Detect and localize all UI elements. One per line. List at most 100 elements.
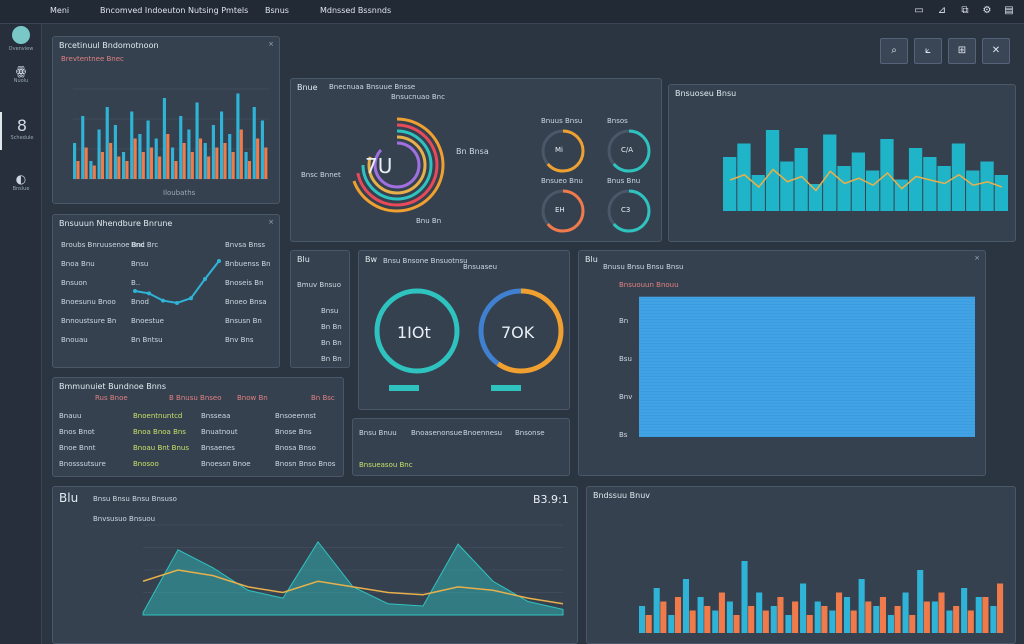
clipboard-icon[interactable]: ▤ [1004, 5, 1014, 16]
search-button[interactable]: ⌕ [880, 38, 908, 64]
gauge-value: Mi [555, 146, 563, 154]
bar [146, 120, 150, 179]
panel-gauges-4: Bnue Bnecnuaa Bnsuue Bnsse Bnsucnuao Bnc… [290, 78, 662, 242]
menu-tools[interactable]: Mdnssed Bssnnds [320, 6, 392, 15]
cell: Bnsoeennst [275, 412, 317, 420]
bar [203, 143, 207, 179]
total-value: B3.9:1 [533, 493, 569, 506]
cell: Bnosssutsure [59, 460, 106, 468]
bar [645, 615, 652, 633]
bar [902, 592, 909, 633]
bar [835, 592, 843, 633]
gauge-arc [607, 129, 651, 173]
bar [887, 615, 894, 633]
menu-main[interactable]: Bncomved Indoeuton Nutsing Pmtels [100, 6, 249, 15]
row-mid: Bnsu [131, 260, 149, 268]
panel-small-5: Blu Bmuv Bnsuo Bnsu Bn Bn Bn Bn Bn Bn [290, 250, 350, 368]
sidebar-item-tools[interactable]: ꙮ Nuolu [0, 60, 42, 98]
bar [84, 147, 88, 179]
menu-file[interactable]: Meni [50, 6, 70, 15]
donut-charts [374, 288, 564, 391]
bar [154, 138, 158, 179]
bar [751, 175, 765, 211]
bar [190, 152, 194, 179]
bar [122, 152, 126, 179]
bar [726, 601, 733, 633]
bar [639, 297, 975, 437]
bar [174, 161, 178, 179]
bar [894, 606, 901, 633]
bar [997, 583, 1004, 633]
panel-title: Bnsuuun Nhendbure Bnrune [59, 219, 173, 228]
bar [689, 610, 696, 633]
point [175, 301, 179, 305]
row-value: Bn Bn [321, 355, 342, 363]
avatar-icon [12, 26, 30, 44]
bar [223, 143, 227, 179]
bar [179, 116, 183, 179]
close-icon[interactable]: × [974, 254, 980, 262]
settings-icon[interactable]: ⚙ [982, 5, 992, 16]
sidebar-item-balance[interactable]: ◐ Bnslue [0, 168, 42, 206]
gauge-ring [361, 129, 433, 201]
cell: Bnosn Bnso Bnos [275, 460, 336, 468]
bar [162, 98, 166, 179]
area-chart-8 [142, 524, 564, 616]
row-value: Bnoeo Bnsa [225, 298, 267, 306]
bar [937, 166, 951, 211]
x-axis-label: Iloubaths [163, 189, 196, 197]
window-icon[interactable]: ⧉ [961, 5, 969, 16]
series-line [142, 569, 564, 605]
row-label: Bnouau [61, 336, 88, 344]
close-icon[interactable]: × [268, 40, 274, 48]
gauge-label: Bnsos [607, 117, 628, 125]
bar [158, 156, 162, 179]
row-label: Bnnoustsure Bn [61, 317, 117, 325]
row-mid: B.. [131, 279, 141, 287]
foot-label: Bnsu Bnuu [359, 429, 397, 437]
layout-button[interactable]: ⊞ [948, 38, 976, 64]
cell: Bnoessn Bnoe [201, 460, 251, 468]
bar [109, 143, 113, 179]
bar [198, 138, 203, 179]
chart-icon[interactable]: ⊿ [937, 5, 947, 16]
sidebar-item-overview[interactable]: Ovenview [0, 12, 42, 52]
cell: Bnauu [59, 412, 82, 420]
gauge-ring [349, 117, 445, 213]
sidebar-item-schedule[interactable]: 8 Schedule [0, 112, 42, 150]
bar [260, 120, 264, 179]
bar-chart-topright [723, 130, 1008, 211]
y-tick: Bs [619, 431, 628, 439]
header: Bn Bsc [311, 394, 335, 402]
bar [756, 592, 763, 633]
gauge-group [349, 117, 651, 233]
y-tick: Bnv [619, 393, 633, 401]
gauge-label: Bnuus Bnsu [541, 117, 583, 125]
bar [215, 147, 219, 179]
bar [256, 138, 260, 179]
menu-view[interactable]: Bsnus [265, 6, 289, 15]
bar [837, 166, 851, 211]
foot-label: Bnoasenonsue [411, 429, 463, 437]
close-button[interactable]: ✕ [982, 38, 1010, 64]
bar [806, 615, 813, 633]
bar [244, 152, 248, 179]
bar [865, 601, 872, 633]
close-icon[interactable]: × [268, 218, 274, 226]
point [217, 259, 221, 263]
tablet-icon[interactable]: ▭ [914, 5, 924, 16]
bar [264, 147, 268, 179]
bar [491, 385, 521, 391]
bar [770, 606, 777, 633]
compare-button[interactable]: ⟀ [914, 38, 942, 64]
trend-line [729, 168, 1003, 192]
bar [961, 588, 968, 633]
bar [639, 606, 646, 633]
bar [829, 610, 836, 633]
bar [105, 107, 109, 179]
gauge-label: Bnus Bnu [607, 177, 641, 185]
bar [880, 139, 894, 211]
row-value: Bnbuenss Bn [225, 260, 271, 268]
bar [133, 138, 137, 179]
bar [89, 161, 93, 179]
